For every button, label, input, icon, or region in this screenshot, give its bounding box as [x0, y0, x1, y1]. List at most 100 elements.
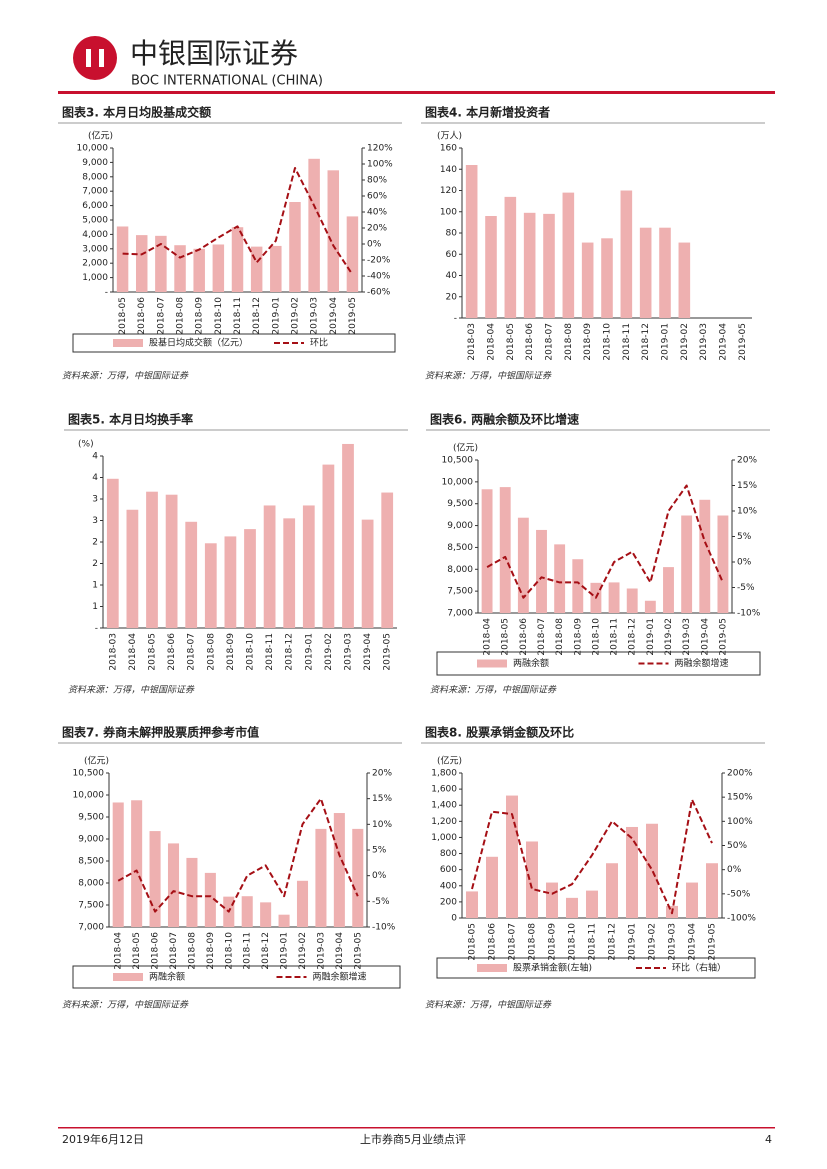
company-cn: 中银国际证券	[130, 37, 298, 70]
y-tick-label: 8,000	[447, 565, 473, 575]
bar	[626, 826, 638, 918]
y-tick-label: 10,000	[73, 791, 105, 801]
bar	[106, 478, 119, 628]
legend-box	[72, 333, 396, 353]
bar	[543, 213, 555, 318]
bar	[562, 192, 575, 318]
x-tick-label: 2018-11	[622, 323, 632, 361]
y-tick-label: 160	[440, 144, 457, 154]
bar	[626, 588, 638, 613]
x-tick-label: 2018-10	[214, 297, 224, 335]
y-tick-label: 7,000	[82, 187, 108, 197]
y-tick-label: 1,000	[431, 833, 457, 843]
source: 资料来源：万得，中银国际证券	[62, 1000, 189, 1011]
bar	[333, 813, 345, 927]
x-tick-label: 2018-07	[545, 323, 555, 361]
y2-tick-label: 0%	[367, 240, 382, 250]
legend-box	[72, 965, 401, 989]
bar	[499, 487, 511, 613]
x-tick-label: 2019-01	[628, 923, 638, 961]
bar	[165, 494, 178, 628]
bar	[185, 521, 198, 628]
legend-label: 两融余额增速	[675, 657, 729, 669]
y-tick-label: 3	[92, 495, 98, 505]
legend-swatch	[477, 964, 507, 972]
y-tick-label: 10,000	[442, 477, 474, 487]
footer-title: 上市券商5月业绩点评	[360, 1132, 466, 1146]
source: 资料来源：万得，中银国际证券	[425, 1000, 552, 1011]
y-tick-label: 40	[446, 271, 458, 281]
y-tick-label: 1,200	[431, 817, 457, 827]
y-tick-label: 1	[92, 602, 98, 612]
x-tick-label: 2019-04	[688, 923, 698, 961]
bar	[174, 245, 186, 292]
line	[486, 484, 724, 599]
x-tick-label: 2018-04	[114, 932, 124, 970]
y-tick-label: 9,000	[82, 158, 108, 168]
x-tick-label: 2018-12	[285, 633, 295, 671]
line	[471, 798, 713, 915]
y-tick-label: 1,000	[82, 273, 108, 283]
x-tick-label: 2018-09	[206, 932, 216, 970]
y2-tick-label: -40%	[367, 272, 391, 282]
unit-label: (亿元)	[453, 442, 478, 454]
x-tick-label: 2019-02	[298, 932, 308, 970]
y-tick-label: 7,500	[447, 587, 473, 597]
x-tick-label: 2018-08	[564, 323, 574, 361]
chart-title: 图表6. 两融余额及环比增速	[430, 412, 579, 427]
bar	[126, 509, 139, 628]
y-tick-label: 400	[440, 881, 457, 891]
y-tick-label: 10,500	[442, 456, 474, 466]
x-tick-label: 2019-03	[682, 618, 692, 656]
y2-tick-label: 0%	[372, 871, 387, 881]
footer-page: 4	[765, 1133, 772, 1146]
x-tick-label: 2018-12	[252, 297, 262, 335]
source: 资料来源：万得，中银国际证券	[68, 685, 195, 696]
bar	[112, 802, 124, 927]
y2-tick-label: 150%	[727, 793, 753, 803]
y-tick-label: 4,000	[82, 230, 108, 240]
bar	[250, 246, 263, 292]
x-tick-label: 2018-07	[508, 923, 518, 961]
x-tick-label: 2019-05	[348, 297, 358, 335]
chart-title: 图表4. 本月新增投资者	[425, 105, 550, 120]
x-tick-label: 2019-04	[363, 633, 373, 671]
y-tick-label: 120	[440, 186, 457, 196]
x-tick-label: 2018-09	[195, 297, 205, 335]
y-tick-label: 9,000	[78, 835, 104, 845]
y-tick-label: 8,500	[447, 543, 473, 553]
bar	[244, 529, 256, 628]
y2-tick-label: 40%	[367, 208, 387, 218]
y2-tick-label: 20%	[372, 769, 392, 779]
bar	[485, 216, 497, 318]
y-tick-label: 3	[92, 516, 98, 526]
bar	[601, 238, 613, 318]
y2-tick-label: 15%	[372, 794, 392, 804]
bar	[149, 831, 161, 927]
y2-tick-label: 10%	[372, 820, 392, 830]
bar	[167, 843, 180, 927]
x-tick-label: 2018-05	[506, 323, 516, 361]
y2-tick-label: -10%	[372, 923, 396, 933]
legend-label: 股票承销金额(左轴)	[513, 962, 592, 974]
x-tick-label: 2019-01	[280, 932, 290, 970]
bar	[717, 515, 729, 613]
y2-tick-label: -10%	[737, 609, 761, 619]
y-tick-label: 4	[92, 473, 98, 483]
x-tick-label: 2018-05	[148, 633, 158, 671]
y-tick-label: 600	[440, 865, 457, 875]
x-tick-label: 2019-02	[290, 297, 300, 335]
y-tick-label: 100	[440, 207, 457, 217]
y-tick-label: 9,500	[78, 813, 104, 823]
bar	[278, 914, 290, 927]
y2-tick-label: 5%	[737, 532, 752, 542]
bar	[678, 242, 691, 318]
x-tick-label: 2019-02	[664, 618, 674, 656]
logo-bar	[91, 40, 99, 76]
x-tick-label: 2018-09	[226, 633, 236, 671]
x-tick-label: 2018-12	[261, 932, 271, 970]
x-tick-label: 2018-08	[555, 618, 565, 656]
bar	[263, 505, 276, 628]
x-tick-label: 2018-06	[167, 633, 177, 671]
